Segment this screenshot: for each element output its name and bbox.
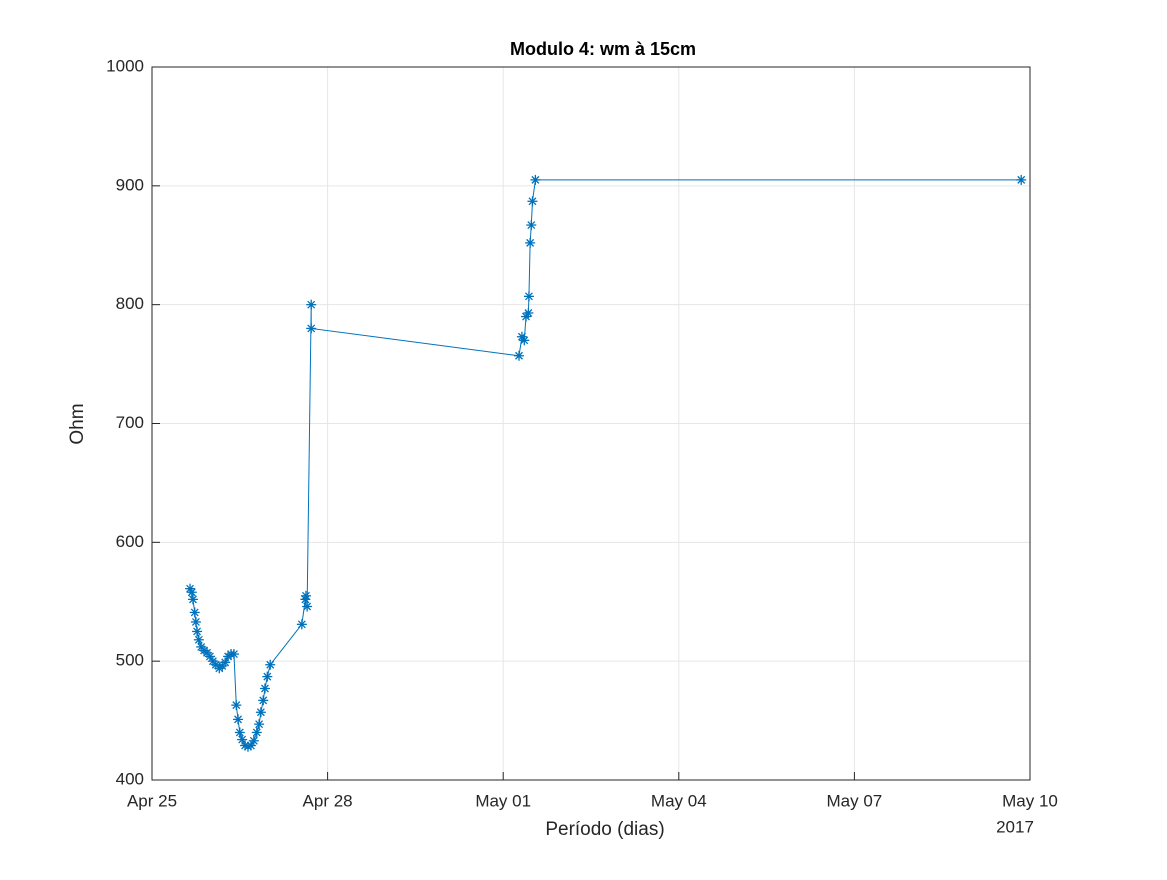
data-marker: [259, 683, 270, 694]
marker-stroke: [229, 650, 238, 658]
data-marker: [514, 350, 525, 361]
data-marker: [255, 707, 266, 718]
data-marker: [193, 634, 204, 645]
marker-stroke: [301, 591, 310, 600]
marker-stroke: [297, 620, 306, 629]
marker-stroke: [517, 332, 526, 341]
marker-stroke: [531, 175, 540, 184]
data-marker: [233, 714, 244, 725]
data-marker: [306, 323, 317, 334]
y-tick-label: 800: [116, 294, 144, 313]
marker-stroke: [252, 728, 261, 737]
marker-stroke: [266, 660, 275, 669]
x-tick-label: May 01: [475, 791, 531, 810]
data-marker: [306, 299, 317, 310]
x-tick-label: May 10: [1002, 791, 1058, 810]
data-marker: [187, 594, 198, 605]
y-tick-label: 900: [116, 175, 144, 194]
marker-stroke: [187, 588, 196, 597]
x-year-label: 2017: [996, 817, 1034, 836]
y-tick-label: 600: [116, 532, 144, 551]
marker-stroke: [193, 627, 202, 636]
marker-stroke: [524, 292, 533, 301]
y-tick-label: 500: [116, 651, 144, 670]
y-axis-label: Ohm: [67, 403, 88, 444]
x-tick-label: Apr 28: [303, 791, 353, 810]
marker-stroke: [189, 595, 197, 604]
marker-stroke: [307, 300, 316, 309]
x-tick-label: May 04: [651, 791, 707, 810]
marker-stroke: [307, 324, 316, 333]
marker-stroke: [263, 672, 272, 681]
data-marker: [231, 700, 242, 711]
marker-stroke: [520, 336, 529, 345]
data-marker: [525, 237, 536, 248]
data-marker: [519, 335, 530, 346]
marker-stroke: [524, 309, 533, 317]
y-tick-label: 400: [116, 769, 144, 788]
data-marker: [265, 659, 276, 670]
data-marker: [262, 671, 273, 682]
marker-stroke: [256, 708, 265, 717]
plot-frame: [151, 66, 1031, 781]
marker-stroke: [255, 720, 264, 729]
marker-stroke: [249, 736, 258, 745]
data-marker: [189, 607, 200, 618]
marker-stroke: [191, 617, 200, 626]
data-marker: [296, 619, 307, 630]
data-marker: [228, 649, 239, 660]
data-marker: [530, 174, 541, 185]
data-marker: [526, 220, 537, 231]
marker-stroke: [259, 696, 268, 705]
marker-stroke: [528, 197, 537, 206]
data-marker: [192, 626, 203, 637]
marker-stroke: [205, 652, 214, 661]
marker-stroke: [527, 221, 536, 230]
data-marker: [300, 590, 311, 601]
marker-stroke: [303, 602, 312, 611]
marker-stroke: [186, 584, 195, 593]
marker-stroke: [234, 715, 243, 724]
data-marker: [523, 291, 534, 302]
y-tick-label: 700: [116, 413, 144, 432]
x-axis-label: Período (dias): [545, 819, 664, 840]
data-marker: [523, 307, 534, 318]
marker-stroke: [526, 238, 535, 247]
data-marker: [302, 601, 313, 612]
marker-stroke: [190, 608, 199, 617]
data-marker: [186, 587, 197, 598]
marker-stroke: [1017, 175, 1026, 184]
x-tick-label: May 07: [827, 791, 883, 810]
data-marker: [248, 735, 259, 746]
y-tick-label: 1000: [106, 56, 144, 75]
data-marker: [254, 719, 265, 730]
data-marker: [258, 695, 269, 706]
marker-stroke: [238, 735, 247, 744]
marker-stroke: [515, 351, 523, 360]
chart-title: Modulo 4: wm à 15cm: [510, 39, 696, 59]
x-tick-label: Apr 25: [127, 791, 177, 810]
data-marker: [1016, 174, 1027, 185]
data-marker: [527, 196, 538, 207]
marker-stroke: [235, 728, 244, 737]
marker-stroke: [232, 701, 241, 710]
marker-stroke: [194, 635, 203, 644]
marker-stroke: [261, 684, 269, 693]
data-marker: [234, 727, 245, 738]
data-marker: [251, 727, 262, 738]
marker-stroke: [211, 660, 220, 669]
data-marker: [190, 616, 201, 627]
